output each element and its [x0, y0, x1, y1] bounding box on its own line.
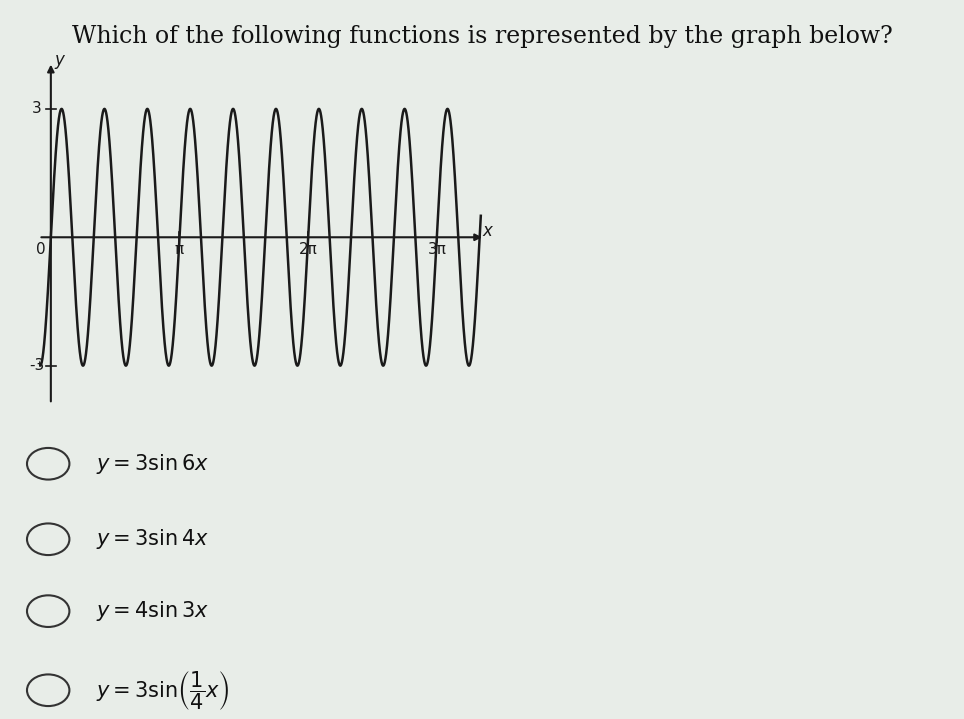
Text: π: π	[174, 242, 184, 257]
Text: $y = 3\sin 4x$: $y = 3\sin 4x$	[96, 527, 209, 551]
Text: $y = 3\sin 6x$: $y = 3\sin 6x$	[96, 452, 209, 476]
Text: 3: 3	[32, 101, 41, 116]
Text: $y = 3\sin\!\left(\dfrac{1}{4}x\right)$: $y = 3\sin\!\left(\dfrac{1}{4}x\right)$	[96, 669, 230, 712]
Text: -3: -3	[29, 358, 44, 373]
Text: 0: 0	[36, 242, 45, 257]
Text: $y = 4\sin 3x$: $y = 4\sin 3x$	[96, 599, 209, 623]
Text: Which of the following functions is represented by the graph below?: Which of the following functions is repr…	[71, 25, 893, 48]
Text: 3π: 3π	[427, 242, 446, 257]
Text: x: x	[482, 222, 492, 240]
Text: 2π: 2π	[299, 242, 317, 257]
Text: y: y	[54, 50, 64, 68]
